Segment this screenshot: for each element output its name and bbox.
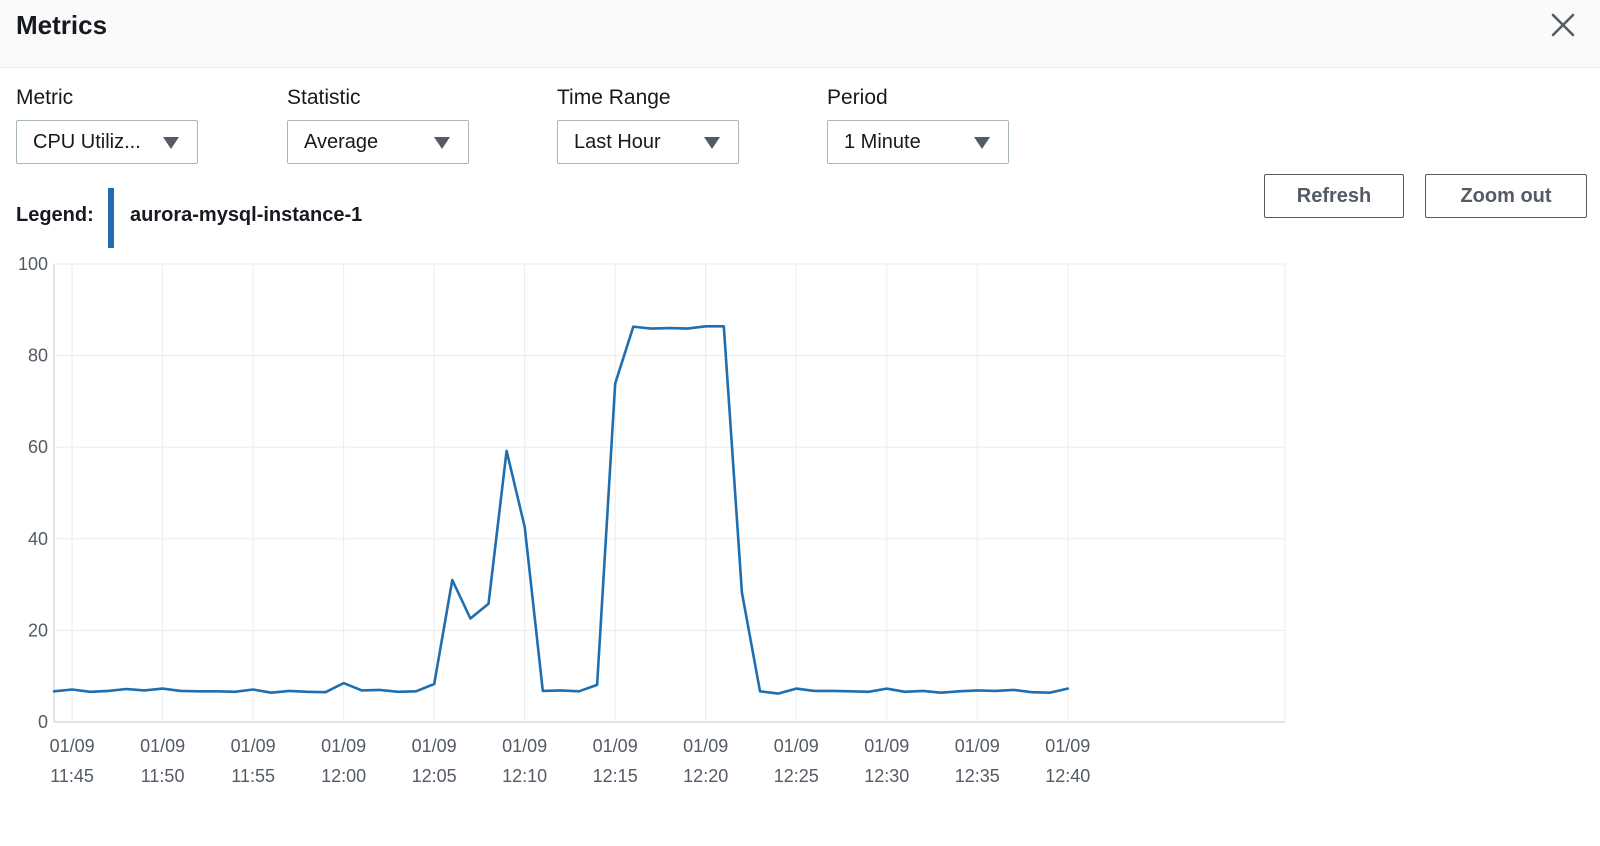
statistic-filter: Statistic Average <box>287 84 469 164</box>
filter-bar: Metric CPU Utiliz... Statistic Average T… <box>0 84 1100 168</box>
modal-header: Metrics <box>0 0 1600 68</box>
close-icon[interactable] <box>1548 10 1578 40</box>
zoom-out-button[interactable]: Zoom out <box>1425 174 1587 218</box>
metric-label: Metric <box>16 86 74 109</box>
x-tick-time-label: 11:45 <box>50 766 94 786</box>
refresh-button[interactable]: Refresh <box>1264 174 1404 218</box>
period-filter: Period 1 Minute <box>827 84 1009 164</box>
series-line <box>52 325 1070 695</box>
legend-swatch <box>108 188 114 248</box>
y-tick-label: 40 <box>28 529 48 549</box>
time-range-select-value: Last Hour <box>574 131 661 153</box>
period-label: Period <box>827 86 888 109</box>
x-tick-time-label: 12:05 <box>412 766 457 786</box>
legend-series-name: aurora-mysql-instance-1 <box>130 204 363 226</box>
x-tick-time-label: 12:35 <box>955 766 1000 786</box>
cpu-line-chart[interactable]: 0 20 40 60 80 100 01/09 11:45 01/09 11:50 01/09 11:… <box>0 250 1300 790</box>
statistic-select[interactable]: Average <box>287 120 469 164</box>
x-tick-time-label: 12:10 <box>502 766 547 786</box>
time-range-filter: Time Range Last Hour <box>557 84 739 164</box>
statistic-label: Statistic <box>287 86 361 109</box>
x-tick-date-label: 01/09 <box>231 736 276 756</box>
x-tick-time-label: 12:00 <box>321 766 366 786</box>
period-select-value: 1 Minute <box>844 131 921 153</box>
x-tick-date-label: 01/09 <box>412 736 457 756</box>
x-tick-date-label: 01/09 <box>593 736 638 756</box>
y-tick-label: 20 <box>28 620 48 640</box>
x-tick-date-label: 01/09 <box>1045 736 1090 756</box>
x-tick-date-label: 01/09 <box>50 736 95 756</box>
caret-down-icon <box>704 137 720 149</box>
x-tick-time-label: 12:30 <box>864 766 909 786</box>
period-select[interactable]: 1 Minute <box>827 120 1009 164</box>
x-tick-time-label: 12:20 <box>683 766 728 786</box>
x-tick-time-label: 12:40 <box>1045 766 1090 786</box>
metric-select[interactable]: CPU Utiliz... <box>16 120 198 164</box>
x-tick-date-label: 01/09 <box>774 736 819 756</box>
modal-title: Metrics <box>16 10 108 40</box>
x-tick-date-label: 01/09 <box>864 736 909 756</box>
time-range-label: Time Range <box>557 86 671 109</box>
y-tick-label: 60 <box>28 437 48 457</box>
x-tick-time-label: 11:55 <box>231 766 275 786</box>
x-tick-time-label: 12:15 <box>593 766 638 786</box>
legend-label: Legend: <box>16 204 94 226</box>
time-range-select[interactable]: Last Hour <box>557 120 739 164</box>
x-tick-time-label: 12:25 <box>774 766 819 786</box>
x-tick-date-label: 01/09 <box>502 736 547 756</box>
metric-select-value: CPU Utiliz... <box>33 131 141 153</box>
x-tick-date-label: 01/09 <box>321 736 366 756</box>
x-tick-date-label: 01/09 <box>140 736 185 756</box>
statistic-select-value: Average <box>304 131 379 153</box>
caret-down-icon <box>974 137 990 149</box>
caret-down-icon <box>163 137 179 149</box>
x-tick-date-label: 01/09 <box>683 736 728 756</box>
y-tick-label: 100 <box>18 254 48 274</box>
y-tick-label: 0 <box>38 712 48 732</box>
x-tick-date-label: 01/09 <box>955 736 1000 756</box>
y-tick-label: 80 <box>28 346 48 366</box>
caret-down-icon <box>434 137 450 149</box>
metric-filter: Metric CPU Utiliz... <box>16 84 198 164</box>
x-tick-time-label: 11:50 <box>141 766 185 786</box>
